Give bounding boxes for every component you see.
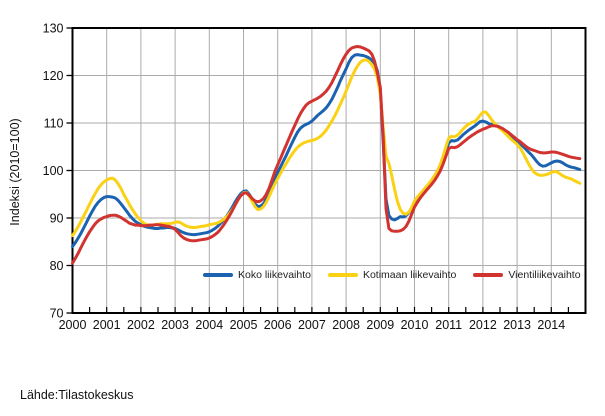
legend-item-vientiliikevaihto: Vientiliikevaihto <box>473 269 581 281</box>
x-tick-label-2009: 2009 <box>366 318 394 332</box>
x-tick-label-2001: 2001 <box>93 318 121 332</box>
legend-item-koko-liikevaihto: Koko liikevaihto <box>203 269 311 281</box>
y-tick-label-80: 80 <box>50 259 64 273</box>
legend-item-kotimaan-liikevaihto: Kotimaan liikevaihto <box>327 269 457 281</box>
source-note: Lähde:Tilastokeskus <box>20 388 134 402</box>
x-tick-label-2011: 2011 <box>435 318 462 332</box>
series-line-vientiliikevaihto <box>71 45 582 265</box>
series-line-kotimaan-liikevaihto <box>71 58 582 238</box>
x-tick-label-2000: 2000 <box>59 318 87 332</box>
x-tick-label-2002: 2002 <box>127 318 155 332</box>
x-tick-label-2006: 2006 <box>264 318 292 332</box>
x-tick-label-2014: 2014 <box>537 318 565 332</box>
x-tick-label-2008: 2008 <box>332 318 360 332</box>
x-tick-label-2007: 2007 <box>298 318 326 332</box>
y-tick-label-70: 70 <box>50 306 64 320</box>
x-tick-label-2005: 2005 <box>230 318 258 332</box>
legend-swatch-vientiliikevaihto <box>473 273 504 277</box>
y-tick-label-90: 90 <box>50 211 64 225</box>
y-axis-title: Indeksi (2010=100) <box>8 118 22 226</box>
y-tick-label-120: 120 <box>43 69 64 83</box>
x-tick-label-2013: 2013 <box>503 318 531 332</box>
legend-swatch-kotimaan-liikevaihto <box>327 273 358 277</box>
legend-label-koko-liikevaihto: Koko liikevaihto <box>238 269 311 281</box>
y-tick-label-110: 110 <box>44 116 64 130</box>
y-tick-label-130: 130 <box>43 21 64 35</box>
legend-label-vientiliikevaihto: Vientiliikevaihto <box>508 269 581 281</box>
x-tick-label-2003: 2003 <box>161 318 189 332</box>
y-tick-label-100: 100 <box>43 164 64 178</box>
legend: Koko liikevaihto Kotimaan liikevaihto Vi… <box>203 269 581 281</box>
x-tick-label-2012: 2012 <box>469 318 497 332</box>
x-tick-label-2010: 2010 <box>401 318 429 332</box>
x-tick-label-2004: 2004 <box>195 318 223 332</box>
legend-swatch-koko-liikevaihto <box>203 273 233 277</box>
legend-label-kotimaan-liikevaihto: Kotimaan liikevaihto <box>362 269 457 281</box>
